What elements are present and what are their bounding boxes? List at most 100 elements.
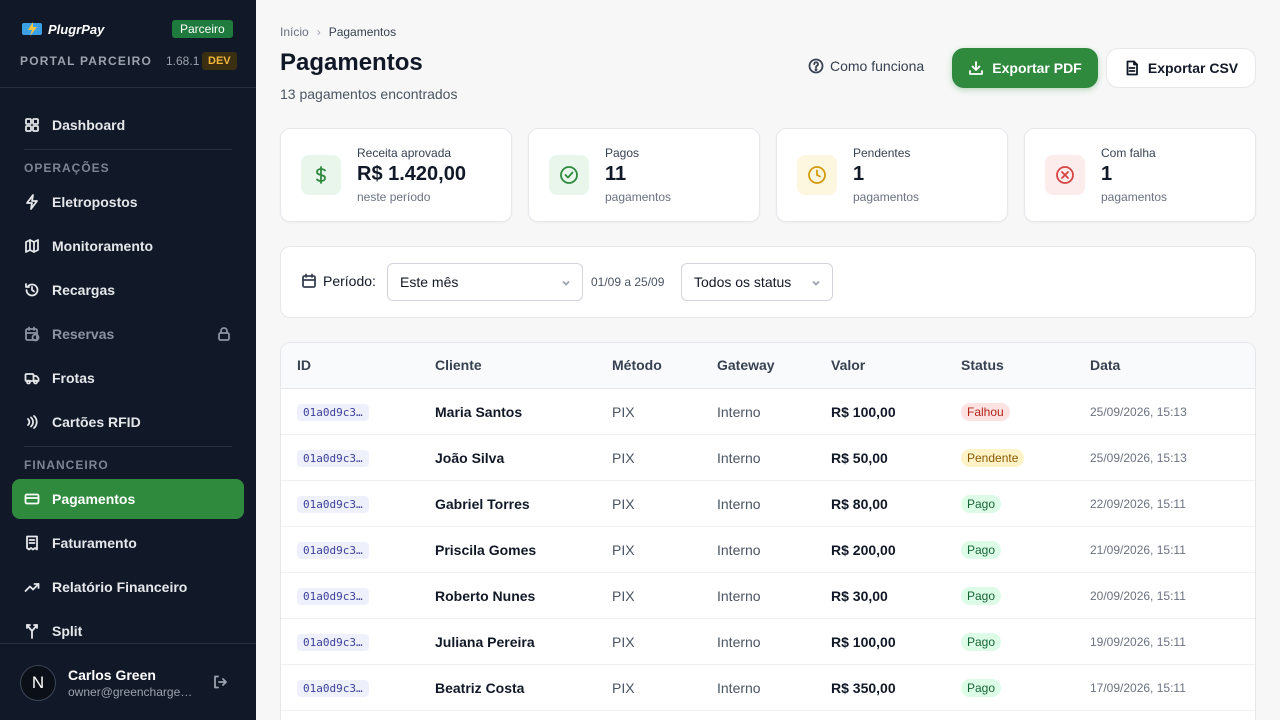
- export-pdf-button[interactable]: Exportar PDF: [952, 48, 1098, 88]
- period-select[interactable]: Este mês: [387, 263, 583, 301]
- download-icon: [969, 61, 984, 75]
- sidebar-item-relatorio[interactable]: Relatório Financeiro: [12, 567, 244, 607]
- avatar[interactable]: N: [20, 665, 56, 701]
- user-name: Carlos Green: [68, 667, 156, 683]
- metodo-cell: PIX: [612, 542, 635, 558]
- cliente-cell: Juliana Pereira: [435, 634, 535, 650]
- plugrpay-logo-icon: [22, 22, 42, 36]
- divider: [24, 446, 232, 447]
- table-row[interactable]: 01a0d9c3… Priscila Gomes PIX Interno R$ 200,…: [281, 527, 1255, 573]
- sidebar: PlugrPay Parceiro PORTAL PARCEIRO 1.68.1…: [0, 0, 256, 720]
- export-pdf-label: Exportar PDF: [992, 60, 1082, 76]
- data-cell: 20/09/2026, 15:11: [1090, 589, 1186, 603]
- export-csv-button[interactable]: Exportar CSV: [1106, 48, 1256, 88]
- cliente-cell: João Silva: [435, 450, 505, 466]
- status-badge: Pago: [961, 587, 1002, 605]
- sidebar-item-dashboard[interactable]: Dashboard: [12, 105, 244, 145]
- env-badge: DEV: [202, 52, 237, 70]
- chevron-right-icon: ›: [316, 25, 321, 39]
- table-row[interactable]: 01a0d9c3… Beatriz Costa PIX Interno R$ 350,0…: [281, 665, 1255, 711]
- column-header-cliente[interactable]: Cliente: [435, 357, 482, 373]
- version-label: 1.68.1: [166, 54, 200, 68]
- sidebar-item-cartoes[interactable]: Cartões RFID: [12, 402, 244, 442]
- export-csv-label: Exportar CSV: [1147, 60, 1239, 76]
- chevron-down-icon: [560, 276, 572, 292]
- status-badge: Pendente: [961, 449, 1025, 467]
- x-circle-icon: [1045, 155, 1085, 195]
- logo-text: PlugrPay: [48, 21, 105, 37]
- table-row[interactable]: 01a0d9c3… Juliana Pereira PIX Interno R$ 100…: [281, 619, 1255, 665]
- valor-cell: R$ 100,00: [831, 404, 896, 420]
- metodo-cell: PIX: [612, 404, 635, 420]
- gateway-cell: Interno: [717, 680, 761, 696]
- lock-icon: [216, 326, 232, 345]
- status-badge: Pago: [961, 541, 1002, 559]
- stat-label: Com falha: [1101, 146, 1156, 160]
- logo[interactable]: PlugrPay: [22, 21, 104, 37]
- logout-icon[interactable]: [212, 674, 228, 695]
- page-subtitle: 13 pagamentos encontrados: [280, 86, 458, 102]
- payment-id[interactable]: 01a0d9c3…: [297, 680, 369, 697]
- cliente-cell: Gabriel Torres: [435, 496, 530, 512]
- truck-icon: [24, 373, 40, 385]
- how-it-works-label: Como funciona: [830, 58, 925, 74]
- column-header-status[interactable]: Status: [961, 357, 1004, 373]
- stat-card-receita: Receita aprovada R$ 1.420,00 neste perío…: [280, 128, 512, 222]
- gateway-cell: Interno: [717, 542, 761, 558]
- column-header-id[interactable]: ID: [297, 357, 311, 373]
- breadcrumb: Início › Pagamentos: [280, 25, 396, 39]
- column-header-metodo[interactable]: Método: [612, 357, 662, 373]
- chevron-down-icon: [810, 276, 822, 292]
- payment-id[interactable]: 01a0d9c3…: [297, 496, 369, 513]
- page-title: Pagamentos: [280, 49, 423, 76]
- gateway-cell: Interno: [717, 588, 761, 604]
- cliente-cell: Priscila Gomes: [435, 542, 537, 558]
- status-select-value: Todos os status: [694, 274, 792, 290]
- gateway-cell: Interno: [717, 496, 761, 512]
- period-label-text: Período:: [323, 273, 376, 289]
- cliente-cell: Beatriz Costa: [435, 680, 525, 696]
- cliente-cell: Roberto Nunes: [435, 588, 536, 604]
- section-operacoes: OPERAÇÕES: [24, 161, 110, 175]
- table-row[interactable]: 01a0d9c3… Roberto Nunes PIX Interno R$ 30,00…: [281, 573, 1255, 619]
- help-circle-icon: [808, 58, 824, 74]
- status-badge: Pago: [961, 633, 1002, 651]
- breadcrumb-home[interactable]: Início: [280, 25, 309, 39]
- dollar-icon: [301, 155, 341, 195]
- payment-id[interactable]: 01a0d9c3…: [297, 588, 369, 605]
- valor-cell: R$ 350,00: [831, 680, 896, 696]
- payment-id[interactable]: 01a0d9c3…: [297, 404, 369, 421]
- table-header: ID Cliente Método Gateway Valor Status D…: [281, 343, 1255, 389]
- sidebar-item-faturamento[interactable]: Faturamento: [12, 523, 244, 563]
- payment-id[interactable]: 01a0d9c3…: [297, 450, 369, 467]
- sidebar-item-recargas[interactable]: Recargas: [12, 270, 244, 310]
- payment-id[interactable]: 01a0d9c3…: [297, 634, 369, 651]
- history-icon: [25, 283, 39, 297]
- table-row[interactable]: 01a0d9c3… Maria Santos PIX Interno R$ 100,00…: [281, 389, 1255, 435]
- sidebar-item-label: Reservas: [52, 326, 115, 342]
- section-financeiro: FINANCEIRO: [24, 458, 109, 472]
- sidebar-item-label: Frotas: [52, 370, 95, 386]
- sidebar-item-monitoramento[interactable]: Monitoramento: [12, 226, 244, 266]
- gateway-cell: Interno: [717, 404, 761, 420]
- table-row[interactable]: 01a0d9c3… João Silva PIX Interno R$ 50,00 Pen…: [281, 435, 1255, 481]
- sidebar-item-frotas[interactable]: Frotas: [12, 358, 244, 398]
- payment-id[interactable]: 01a0d9c3…: [297, 542, 369, 559]
- sidebar-item-split[interactable]: Split: [12, 611, 244, 651]
- table-row[interactable]: 01a0d9c3… Gabriel Torres PIX Interno R$ 80,0…: [281, 481, 1255, 527]
- column-header-valor[interactable]: Valor: [831, 357, 866, 373]
- stat-note: neste período: [357, 190, 431, 204]
- clock-icon: [797, 155, 837, 195]
- brand-header: PlugrPay Parceiro PORTAL PARCEIRO 1.68.1…: [0, 0, 256, 88]
- payments-table: ID Cliente Método Gateway Valor Status D…: [280, 342, 1256, 720]
- sidebar-item-eletropostos[interactable]: Eletropostos: [12, 182, 244, 222]
- date-range: 01/09 a 25/09: [591, 275, 665, 289]
- status-select[interactable]: Todos os status: [681, 263, 833, 301]
- valor-cell: R$ 30,00: [831, 588, 888, 604]
- column-header-gateway[interactable]: Gateway: [717, 357, 775, 373]
- map-icon: [25, 239, 39, 253]
- column-header-data[interactable]: Data: [1090, 357, 1121, 373]
- sidebar-item-reservas[interactable]: Reservas: [12, 314, 244, 354]
- how-it-works-link[interactable]: Como funciona: [808, 58, 924, 74]
- sidebar-item-pagamentos[interactable]: Pagamentos: [12, 479, 244, 519]
